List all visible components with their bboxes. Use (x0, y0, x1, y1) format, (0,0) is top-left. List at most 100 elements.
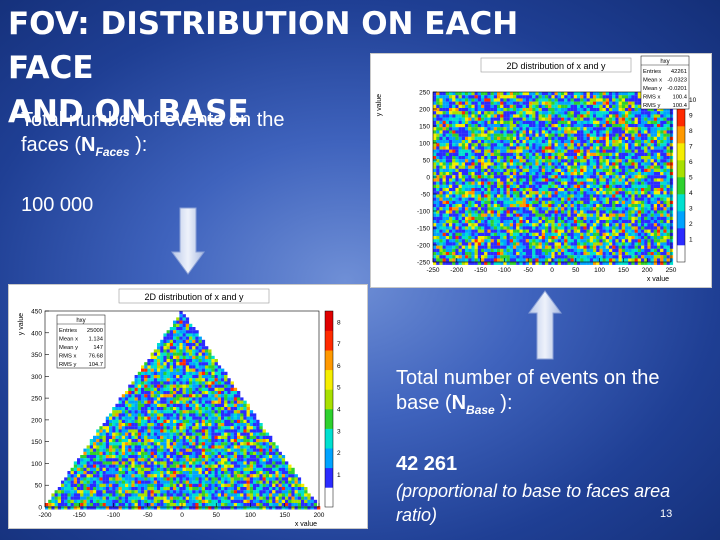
heatmap-cells (433, 92, 674, 265)
stats-label: Mean y (643, 86, 662, 92)
x-tick-label: 200 (642, 267, 653, 274)
y-tick-label: 200 (31, 417, 42, 424)
y-tick-label: 450 (31, 309, 42, 316)
stats-label: RMS y (59, 362, 76, 368)
color-bar-segment (325, 448, 333, 469)
base-subscript: Base (466, 403, 495, 417)
x-tick-label: 0 (550, 267, 554, 274)
z-tick-label: 9 (689, 113, 693, 120)
z-tick-label: 6 (337, 363, 341, 370)
y-tick-label: 250 (31, 396, 42, 403)
y-tick-label: 100 (31, 461, 42, 468)
x-tick-label: 150 (618, 267, 629, 274)
y-tick-label: 0 (38, 505, 42, 512)
stats-label: Entries (59, 328, 77, 334)
stats-value: 42261 (671, 69, 687, 75)
z-tick-label: 7 (337, 341, 341, 348)
stats-name: hxy (660, 59, 669, 65)
stats-label: Entries (643, 69, 661, 75)
faces-symbol: N (81, 134, 96, 156)
y-tick-label: 350 (31, 352, 42, 359)
color-bar-segment (677, 126, 685, 144)
faces-description: Total number of events on the faces (NFa… (21, 108, 341, 165)
x-tick-label: 100 (245, 512, 256, 519)
stats-label: RMS x (59, 354, 76, 360)
x-tick-label: 50 (572, 267, 580, 274)
color-bar-segment (325, 428, 333, 449)
color-bar-segment (325, 389, 333, 410)
stats-label: Mean x (59, 337, 78, 343)
x-tick-label: 250 (666, 267, 677, 274)
z-tick-label: 8 (689, 128, 693, 135)
stats-value: 25000 (87, 328, 103, 334)
ratio-note: (proportional to base to faces area rati… (396, 479, 706, 527)
color-bar-segment (677, 211, 685, 229)
stats-value: 100.4 (672, 103, 687, 109)
color-bar-segment (677, 245, 685, 263)
stats-value: 100.4 (672, 95, 687, 101)
z-tick-label: 3 (689, 205, 693, 212)
x-tick-label: -100 (498, 267, 511, 274)
z-tick-label: 6 (689, 159, 693, 166)
down-arrow-icon (171, 207, 205, 275)
z-tick-label: 1 (689, 236, 693, 243)
y-tick-label: 50 (423, 158, 431, 165)
title-line-1: FOV: DISTRIBUTION ON EACH FACE (8, 6, 519, 86)
top-histogram-svg: 2D distribution of x and y -250 -200 -150 -1… (376, 55, 697, 283)
y-tick-label: 150 (419, 124, 430, 131)
x-tick-label: -150 (474, 267, 487, 274)
faces-count: 100 000 (21, 194, 94, 216)
stats-value: -0.0323 (667, 78, 687, 84)
z-tick-label: 2 (689, 221, 693, 228)
faces-text-prefix: faces ( (21, 134, 82, 156)
y-tick-label: -100 (417, 209, 430, 216)
color-bar-segment (325, 409, 333, 429)
page-number: 13 (660, 508, 673, 520)
y-tick-label: 0 (426, 175, 430, 182)
base-text-line-1: Total number of events on the (396, 367, 660, 389)
color-bar-segment (325, 467, 333, 488)
y-tick-label: 150 (31, 439, 42, 446)
z-tick-label: 10 (689, 97, 697, 104)
base-description: Total number of events on the base (NBas… (396, 366, 716, 423)
z-tick-label: 7 (689, 144, 693, 151)
z-tick-label: 3 (337, 428, 341, 435)
base-count: 42 261 (396, 453, 458, 475)
x-tick-label: 100 (594, 267, 605, 274)
color-bar-segment (677, 177, 685, 195)
z-tick-label: 2 (337, 450, 341, 457)
y-tick-label: 400 (31, 330, 42, 337)
stats-label: Mean y (59, 345, 78, 351)
stats-value: 147 (93, 345, 103, 351)
y-tick-label: 200 (419, 107, 430, 114)
x-axis-label: x value (295, 521, 317, 528)
x-tick-label: 50 (213, 512, 221, 519)
z-tick-label: 5 (689, 175, 693, 182)
y-axis-label: y value (376, 94, 383, 116)
faces-text-line-1: Total number of events on the (21, 109, 285, 131)
stats-value: 76.68 (88, 354, 103, 360)
y-tick-label: -50 (421, 192, 431, 199)
faces-text-suffix: ): (129, 134, 148, 156)
color-bar-segment (325, 311, 333, 331)
base-text-line-2: base (NBase ): (396, 391, 716, 423)
x-tick-label: -50 (523, 267, 533, 274)
x-tick-label: -250 (426, 267, 439, 274)
color-bar-segment (677, 194, 685, 212)
color-bar-segment (325, 369, 333, 390)
x-tick-label: -200 (38, 512, 51, 519)
stats-label: Mean x (643, 78, 662, 84)
y-tick-label: -250 (417, 260, 430, 267)
y-tick-label: 50 (35, 483, 43, 490)
plot-title: 2D distribution of x and y (506, 61, 606, 71)
stats-value: 104.7 (88, 362, 103, 368)
heatmap-cells (45, 311, 321, 510)
slide-title: FOV: DISTRIBUTION ON EACH FACE AND ON BA… (8, 2, 608, 134)
bottom-histogram-svg: 2D distribution of x and y -200 -150 -100 -5… (18, 288, 341, 528)
bottom-plot: 2D distribution of x and y -200 -150 -100 -5… (8, 284, 368, 529)
base-text-prefix: base ( (396, 392, 452, 414)
y-axis-label: y value (18, 313, 25, 335)
y-tick-label: -150 (417, 226, 430, 233)
y-tick-label: 250 (419, 90, 430, 97)
base-text-suffix: ): (494, 392, 513, 414)
